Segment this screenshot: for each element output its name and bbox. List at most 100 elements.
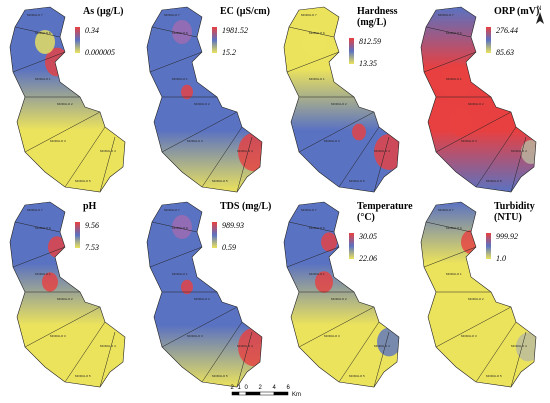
module-label: MODULO 7 <box>27 208 43 212</box>
module-label: MODULO 4 <box>374 149 390 153</box>
panel-title: EC (µS/cm) <box>220 6 270 17</box>
module-label: MODULO 1 <box>172 272 188 276</box>
module-label: MODULO 3 <box>187 334 203 338</box>
scale-unit: Km <box>292 392 301 398</box>
module-border <box>64 126 106 188</box>
panel-title: Temperature <box>357 201 413 212</box>
scale-label: 2 <box>231 385 235 391</box>
scale-label: 0 <box>245 385 249 391</box>
legend-max: 0.34 <box>85 26 99 35</box>
module-label: MODULO 7 <box>164 208 180 212</box>
hotspot <box>440 62 472 102</box>
hotspot <box>352 123 366 141</box>
hotspot <box>172 215 192 239</box>
module-border <box>161 306 238 348</box>
module-border <box>99 331 116 388</box>
module-border <box>510 136 527 193</box>
hotspot <box>516 332 536 362</box>
scale-label: 4 <box>273 385 277 391</box>
module-border <box>288 221 335 233</box>
module-border <box>298 306 375 348</box>
module-label: MODULO 4 <box>100 149 116 153</box>
hotspot <box>42 272 58 292</box>
module-label: MODULO 2 <box>468 102 484 106</box>
module-border <box>201 126 243 188</box>
hotspot <box>181 84 193 100</box>
legend-max: 812.59 <box>359 37 381 46</box>
module-label: MODULO 6 <box>172 31 188 35</box>
blobs <box>42 236 66 292</box>
module-label: MODULO 5 <box>75 179 91 183</box>
module-border <box>149 51 203 73</box>
region <box>10 7 125 192</box>
legend-bar <box>349 233 354 259</box>
module-label: MODULO 1 <box>35 272 51 276</box>
blobs <box>302 27 399 170</box>
scale-label: 2 <box>259 385 263 391</box>
module-border <box>288 26 335 38</box>
module-border <box>12 51 66 73</box>
module-border <box>435 111 512 153</box>
hotspot <box>181 279 193 295</box>
panel-title: Turbidity <box>494 201 535 212</box>
region-outline <box>283 201 400 388</box>
legend-min: 15.2 <box>222 48 236 57</box>
hotspot <box>172 20 192 44</box>
module-border <box>99 136 116 193</box>
legend-max: 989.93 <box>222 221 244 230</box>
legend-min: 22.06 <box>359 254 377 263</box>
module-border <box>201 321 243 383</box>
legend-max: 1981.52 <box>222 26 248 35</box>
module-label: MODULO 7 <box>438 13 454 17</box>
module-label: MODULO 3 <box>187 139 203 143</box>
legend-min: 13.35 <box>359 59 377 68</box>
map-panel: MODULO 7 MODULO 6 MODULO 1 MODULO 2 MODULO 3… <box>420 201 537 388</box>
scale-segment <box>273 391 289 396</box>
scale-segment <box>238 391 247 396</box>
scale-segment <box>245 391 261 396</box>
legend-bar <box>486 27 491 53</box>
hotspot <box>238 327 262 367</box>
module-border <box>423 51 477 73</box>
hotspot <box>35 30 55 54</box>
module-label: MODULO 2 <box>468 297 484 301</box>
module-border <box>298 111 375 153</box>
legend-min: 85.63 <box>496 48 514 57</box>
north-arrow <box>536 12 544 24</box>
module-border <box>475 321 517 383</box>
module-label: MODULO 1 <box>172 77 188 81</box>
region-outline <box>146 201 263 388</box>
module-border <box>435 306 512 348</box>
module-border <box>373 331 390 388</box>
panel-title: (°C) <box>357 212 375 223</box>
module-border <box>14 221 61 233</box>
hotspot <box>321 232 337 252</box>
module-border <box>425 221 472 233</box>
legend-min: 7.53 <box>85 243 99 252</box>
map-panel: MODULO 7 MODULO 6 MODULO 1 MODULO 2 MODULO 3… <box>9 201 126 388</box>
map-panel: MODULO 7 MODULO 6 MODULO 1 MODULO 2 MODULO 3… <box>9 6 126 193</box>
north-label: N <box>537 6 541 12</box>
region-outline <box>420 201 537 388</box>
legend-bar <box>212 222 217 248</box>
legend-max: 30.05 <box>358 232 377 241</box>
region-outline <box>9 6 126 193</box>
module-border <box>338 126 380 188</box>
module-border <box>425 26 472 38</box>
module-label: MODULO 2 <box>57 102 73 106</box>
module-border <box>149 246 203 268</box>
region-outline <box>420 6 537 193</box>
module-label: MODULO 4 <box>100 344 116 348</box>
module-label: MODULO 7 <box>164 13 180 17</box>
panel-title: (mg/L) <box>357 17 386 28</box>
region <box>421 7 536 192</box>
region-outline <box>146 6 263 193</box>
hotspot <box>449 107 473 137</box>
scale-label: 6 <box>287 385 291 391</box>
module-label: MODULO 2 <box>57 297 73 301</box>
module-label: MODULO 2 <box>194 297 210 301</box>
module-label: MODULO 3 <box>461 139 477 143</box>
legend-bar <box>75 222 80 248</box>
module-label: MODULO 6 <box>446 226 462 230</box>
module-label: MODULO 7 <box>27 13 43 17</box>
